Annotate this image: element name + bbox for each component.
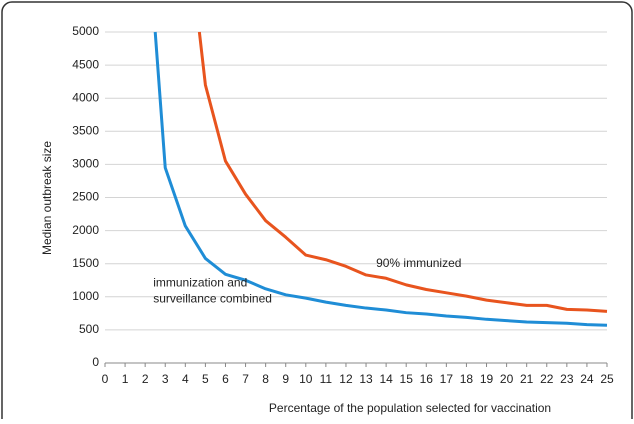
x-tick-label: 19 <box>480 372 494 386</box>
y-tick-label: 0 <box>92 355 99 369</box>
x-tick-label: 17 <box>440 372 454 386</box>
x-tick-label: 11 <box>320 372 333 386</box>
x-tick-label: 0 <box>102 372 109 386</box>
x-tick-label: 23 <box>560 372 574 386</box>
line-series <box>197 31 608 313</box>
y-tick-label: 1000 <box>72 289 99 303</box>
y-axis-label: Median outbreak size <box>40 141 54 255</box>
x-tick-label: 21 <box>520 372 534 386</box>
x-tick-label: 2 <box>142 372 149 386</box>
x-tick-label: 8 <box>262 372 269 386</box>
y-tick-label: 1500 <box>72 256 99 270</box>
x-tick-label: 14 <box>379 372 393 386</box>
annotation: immunization and <box>153 276 247 290</box>
x-tick-label: 6 <box>222 372 229 386</box>
x-tick-label: 18 <box>460 372 474 386</box>
x-tick-label: 10 <box>299 372 313 386</box>
x-tick-label: 25 <box>600 372 614 386</box>
x-tick-label: 16 <box>420 372 434 386</box>
y-tick-label: 500 <box>79 322 99 336</box>
x-tick-label: 7 <box>242 372 249 386</box>
annotation: 90% immunized <box>376 256 461 270</box>
x-tick-label: 12 <box>339 372 353 386</box>
x-axis-label: Percentage of the population selected fo… <box>269 401 551 415</box>
x-tick-label: 5 <box>202 372 209 386</box>
x-tick-label: 4 <box>182 372 189 386</box>
y-tick-label: 3000 <box>72 157 99 171</box>
y-tick-label: 4000 <box>72 90 99 104</box>
x-tick-label: 22 <box>540 372 554 386</box>
x-tick-label: 9 <box>282 372 289 386</box>
x-tick-label: 20 <box>500 372 514 386</box>
x-tick-label: 13 <box>359 372 373 386</box>
x-tick-label: 3 <box>162 372 169 386</box>
y-tick-label: 2500 <box>72 190 99 204</box>
annotation: surveillance combined <box>153 292 272 306</box>
line-series <box>153 31 608 327</box>
y-tick-label: 4500 <box>72 57 99 71</box>
y-tick-label: 3500 <box>72 123 99 137</box>
x-tick-label: 1 <box>122 372 129 386</box>
x-tick-label: 24 <box>580 372 594 386</box>
y-tick-label: 2000 <box>72 223 99 237</box>
y-tick-label: 5000 <box>72 24 99 38</box>
x-tick-label: 15 <box>400 372 414 386</box>
